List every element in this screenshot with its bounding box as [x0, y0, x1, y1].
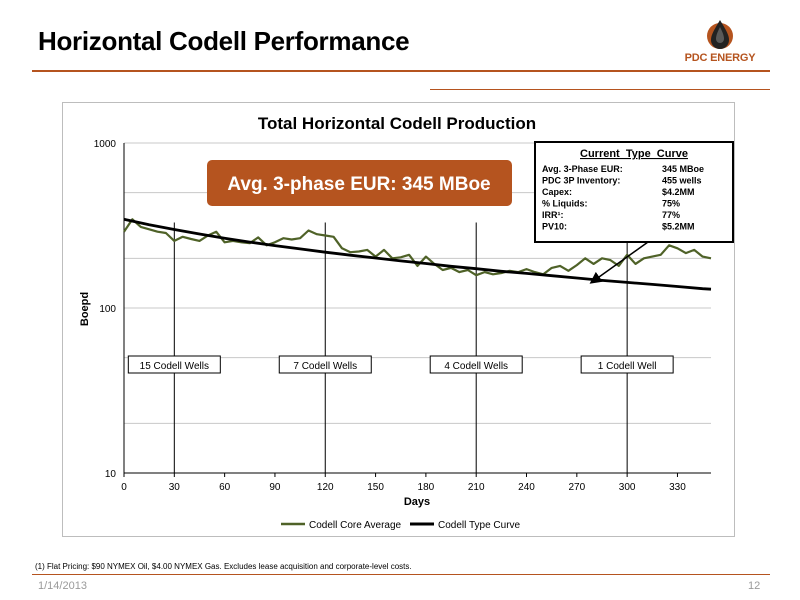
legend-label: Codell Core Average: [309, 520, 402, 531]
x-tick-label: 150: [367, 482, 384, 493]
eur-callout-box: [207, 160, 512, 206]
type-curve-row-value: 75%: [662, 199, 680, 209]
x-tick-label: 330: [669, 482, 686, 493]
x-tick-label: 210: [468, 482, 485, 493]
series-line-type-curve: [123, 217, 712, 291]
x-tick-label: 30: [169, 482, 181, 493]
header-rule: [32, 70, 770, 72]
type-curve-row-label: IRR¹:: [542, 210, 564, 220]
chart-title: Total Horizontal Codell Production: [258, 114, 536, 133]
y-axis-title: Boepd: [79, 292, 91, 326]
x-axis-title: Days: [404, 496, 430, 508]
slide-date: 1/14/2013: [38, 580, 87, 592]
oil-drop-icon: [707, 20, 733, 49]
type-curve-row-label: Avg. 3-Phase EUR:: [542, 164, 623, 174]
x-tick-label: 90: [269, 482, 281, 493]
header-rule-secondary: [430, 89, 770, 90]
slide-page-number: 12: [748, 580, 761, 592]
well-count-box: [429, 355, 523, 374]
y-tick-label: 100: [99, 304, 116, 315]
y-tick-label: 10: [105, 469, 117, 480]
type-curve-box-title: Current Type Curve: [580, 148, 688, 160]
footer-rule: [32, 574, 770, 575]
well-count-label: 15 Codell Wells: [140, 361, 209, 372]
x-tick-label: 270: [568, 482, 585, 493]
callout-arrow: [589, 241, 649, 284]
well-count-label: 4 Codell Wells: [444, 361, 508, 372]
x-tick-label: 240: [518, 482, 535, 493]
type-curve-box: Current Type Curve Avg. 3-Phase EUR: 345 …: [534, 141, 734, 243]
type-curve-row-label: PDC 3P Inventory:: [542, 176, 620, 186]
type-curve-row-value: $5.2MM: [662, 222, 695, 232]
slide-title: Horizontal Codell Performance: [38, 26, 410, 56]
type-curve-row-value: 455 wells: [662, 176, 702, 186]
type-curve-row-value: 345 MBoe: [662, 164, 704, 174]
logo-wordmark: PDC ENERGY: [684, 52, 756, 64]
y-tick-label: 1000: [94, 139, 117, 150]
well-count-label: 7 Codell Wells: [293, 361, 357, 372]
x-tick-label: 180: [418, 482, 435, 493]
type-curve-row-label: % Liquids:: [542, 199, 588, 209]
eur-callout: Avg. 3-phase EUR: 345 MBoe: [207, 160, 512, 206]
x-tick-label: 0: [121, 482, 127, 493]
well-count-box: [278, 355, 372, 374]
legend-label: Codell Type Curve: [438, 520, 521, 531]
type-curve-box-border: [534, 141, 734, 243]
x-tick-label: 120: [317, 482, 334, 493]
type-curve-row-value: 77%: [662, 210, 680, 220]
x-tick-label: 60: [219, 482, 231, 493]
well-count-box: [580, 355, 674, 374]
well-count-label: 1 Codell Well: [598, 361, 657, 372]
company-logo: PDC ENERGY: [680, 14, 760, 74]
well-count-box: [127, 355, 221, 374]
eur-callout-text: Avg. 3-phase EUR: 345 MBoe: [227, 174, 490, 195]
type-curve-row-label: Capex:: [542, 187, 572, 197]
type-curve-row-label: PV10:: [542, 222, 567, 232]
x-tick-label: 300: [619, 482, 636, 493]
footnote: (1) Flat Pricing: $90 NYMEX Oil, $4.00 N…: [35, 562, 412, 571]
type-curve-row-value: $4.2MM: [662, 187, 695, 197]
